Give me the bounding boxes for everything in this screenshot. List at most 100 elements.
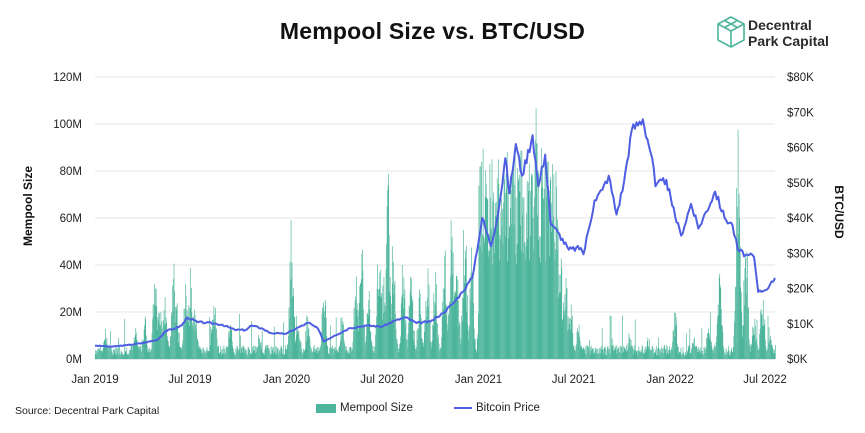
mempool-bar: [264, 349, 266, 359]
mempool-bar: [202, 352, 203, 359]
mempool-bar: [296, 335, 298, 359]
mempool-bar: [115, 346, 117, 359]
mempool-bar: [615, 345, 617, 359]
mempool-bar: [123, 354, 125, 359]
mempool-bar: [115, 355, 117, 359]
mempool-bar: [166, 322, 168, 359]
mempool-bar: [327, 353, 329, 359]
mempool-bar: [122, 354, 123, 359]
mempool-bar: [322, 308, 324, 359]
mempool-bar: [676, 343, 678, 359]
mempool-bar: [748, 339, 750, 359]
mempool-bar: [549, 179, 551, 359]
mempool-bar: [242, 352, 244, 359]
mempool-bar: [404, 289, 406, 359]
mempool-bar: [502, 244, 504, 359]
mempool-bar: [398, 348, 400, 359]
mempool-bar: [338, 345, 340, 359]
mempool-bar: [325, 317, 327, 359]
mempool-bar: [188, 325, 190, 359]
mempool-bar: [367, 314, 368, 359]
mempool-bar: [350, 347, 351, 359]
mempool-bar: [104, 328, 106, 359]
mempool-bar: [700, 353, 702, 359]
mempool-bar: [133, 344, 134, 359]
mempool-bar: [442, 287, 444, 359]
mempool-bar: [200, 349, 202, 359]
mempool-bar: [531, 176, 533, 359]
mempool-bar: [660, 352, 662, 359]
mempool-bar: [587, 345, 588, 359]
mempool-bar: [440, 347, 441, 359]
mempool-bar: [503, 172, 505, 359]
mempool-bar: [209, 345, 211, 359]
mempool-bar: [705, 353, 706, 359]
mempool-bar: [179, 347, 181, 359]
mempool-bar: [727, 350, 729, 359]
mempool-bar: [459, 324, 461, 359]
mempool-bar: [631, 345, 632, 359]
mempool-bar: [142, 343, 143, 359]
mempool-bar: [633, 348, 634, 359]
mempool-bar: [205, 352, 207, 359]
mempool-bar: [295, 339, 297, 359]
mempool-bar: [723, 348, 725, 359]
mempool-bar: [101, 352, 103, 359]
mempool-bar: [129, 350, 130, 359]
mempool-bar: [305, 341, 307, 359]
mempool-bar: [574, 350, 576, 359]
mempool-bar: [722, 325, 723, 359]
mempool-bar: [150, 349, 152, 359]
mempool-bar: [205, 353, 206, 359]
mempool-bar: [434, 301, 436, 359]
mempool-bar: [471, 247, 472, 359]
mempool-bar: [449, 302, 451, 359]
mempool-bar: [212, 319, 213, 359]
mempool-bar: [625, 349, 627, 359]
mempool-bar: [371, 340, 373, 359]
mempool-bar: [416, 329, 418, 359]
mempool-bar: [562, 319, 564, 359]
mempool-bar: [128, 355, 130, 359]
mempool-bar: [461, 321, 463, 359]
mempool-bar: [273, 347, 275, 359]
mempool-bar: [279, 352, 281, 359]
mempool-bar: [496, 218, 498, 359]
mempool-bar: [629, 338, 631, 359]
mempool-bar: [531, 173, 532, 359]
right-axis-ticks: $0K $10K $20K $30K $40K $50K $60K $70K $80K: [787, 72, 814, 366]
mempool-bar: [585, 346, 587, 359]
mempool-bar: [320, 347, 321, 359]
mempool-bar: [240, 347, 242, 359]
mempool-bar: [287, 345, 288, 359]
mempool-bar: [605, 346, 606, 359]
mempool-bar: [705, 348, 707, 359]
mempool-bar: [231, 327, 233, 359]
mempool-bar: [186, 310, 188, 359]
mempool-bar: [527, 238, 529, 359]
mempool-bar: [493, 192, 494, 359]
mempool-bar: [363, 309, 364, 359]
mempool-bar: [754, 318, 756, 359]
mempool-bar: [146, 335, 148, 359]
mempool-bar: [526, 180, 528, 359]
mempool-bar: [675, 316, 677, 359]
mempool-bar: [642, 352, 644, 359]
mempool-bar: [290, 280, 291, 359]
mempool-bar: [741, 336, 743, 359]
mempool-bar: [680, 352, 681, 359]
mempool-bar: [299, 338, 300, 359]
mempool-bar: [330, 325, 331, 359]
left-tick-label: 120M: [53, 72, 82, 84]
mempool-bar: [401, 296, 403, 359]
mempool-bar: [249, 349, 250, 359]
mempool-bar: [714, 345, 715, 359]
mempool-bar: [253, 350, 255, 359]
mempool-bar: [404, 298, 405, 359]
mempool-bar: [257, 346, 259, 359]
mempool-bar: [275, 345, 277, 359]
mempool-bar: [740, 287, 742, 359]
mempool-bar: [297, 331, 298, 359]
mempool-bar: [603, 354, 605, 359]
mempool-bar: [607, 347, 608, 359]
